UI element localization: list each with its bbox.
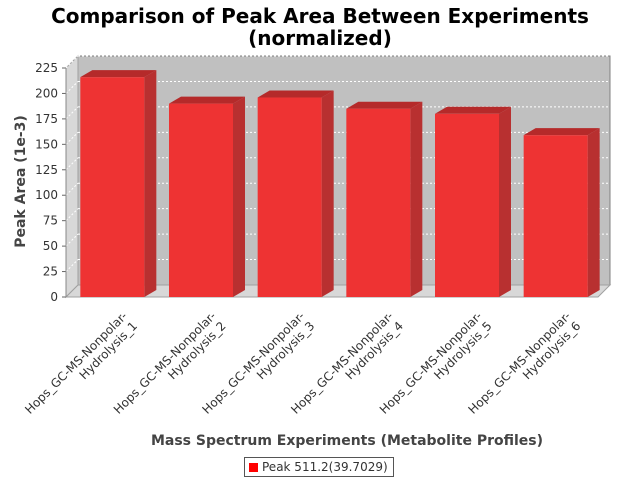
gridline-side xyxy=(65,157,79,171)
chart-title-line-1: Comparison of Peak Area Between Experime… xyxy=(51,4,589,28)
bar-top xyxy=(169,96,245,104)
y-tick-label: 100 xyxy=(35,188,58,202)
gridline-side xyxy=(65,81,79,94)
y-tick-label: 75 xyxy=(43,214,58,228)
y-tick-label: 50 xyxy=(43,239,58,253)
bar-top xyxy=(523,128,600,136)
bar-side xyxy=(410,101,423,297)
gridline-side xyxy=(65,182,79,196)
plot-left-wall xyxy=(65,54,79,299)
y-tick-label: 225 xyxy=(35,61,58,75)
y-tick-label: 175 xyxy=(35,112,58,126)
y-tick-label: 25 xyxy=(43,265,58,279)
bar-top xyxy=(435,106,511,114)
gridline-side xyxy=(65,233,79,247)
bar xyxy=(169,103,233,297)
bar xyxy=(80,77,145,297)
bar xyxy=(346,108,411,297)
bar-side xyxy=(144,70,157,297)
y-tick-label: 150 xyxy=(35,137,58,151)
gridline-side xyxy=(65,106,79,120)
legend-swatch xyxy=(249,462,258,472)
gridline-side xyxy=(65,55,79,69)
gridline-side xyxy=(65,208,79,222)
bar-top xyxy=(346,101,423,109)
bar xyxy=(523,135,588,297)
bar-side xyxy=(233,96,245,297)
chart-title-line-2: (normalized) xyxy=(248,26,392,50)
x-axis-label: Mass Spectrum Experiments (Metabolite Pr… xyxy=(151,433,543,449)
y-tick-label: 200 xyxy=(35,86,58,100)
gridline-side xyxy=(65,131,79,145)
y-tick-label: 0 xyxy=(50,290,58,304)
bar-top xyxy=(257,90,334,98)
bar-side xyxy=(587,128,600,297)
gridline-side xyxy=(65,259,79,272)
legend: Peak 511.2(39.7029) xyxy=(244,457,394,477)
bar xyxy=(257,97,322,297)
legend-label: Peak 511.2(39.7029) xyxy=(262,460,388,474)
y-axis-label: Peak Area (1e-3) xyxy=(13,115,29,248)
bar xyxy=(435,113,499,297)
bar-top xyxy=(80,70,157,78)
y-tick-label: 125 xyxy=(35,163,58,177)
bar-side xyxy=(499,106,511,297)
bar-side xyxy=(321,90,334,297)
x-tick-label-line: Hops_GC-MS-Nonpolar- xyxy=(22,309,130,417)
